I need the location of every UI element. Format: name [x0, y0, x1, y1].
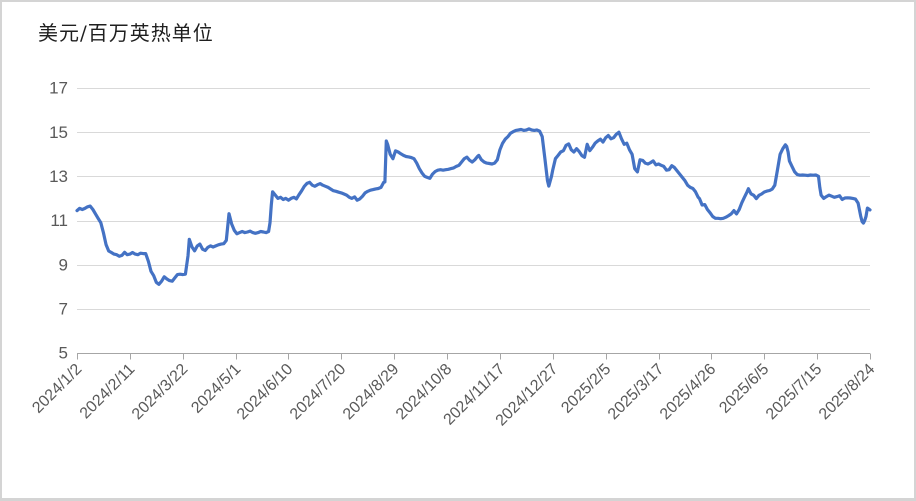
x-tick-label: 2024/1/2 — [29, 361, 85, 417]
y-tick-label: 5 — [59, 344, 68, 363]
x-axis-labels: 2024/1/22024/2/112024/3/222024/5/12024/6… — [29, 361, 878, 430]
y-tick-label: 15 — [49, 123, 68, 142]
gridlines — [77, 88, 870, 310]
chart-title: 美元/百万英热单位 — [38, 21, 214, 45]
x-tick-label: 2024/2/11 — [77, 361, 139, 423]
y-tick-label: 9 — [59, 255, 68, 274]
y-axis-labels: 5 7 9 11 13 15 17 — [49, 79, 68, 363]
x-tick-label: 2024/8/29 — [340, 361, 402, 423]
x-axis-ticks — [77, 353, 871, 360]
x-tick-label: 2025/2/5 — [558, 361, 614, 417]
x-tick-label: 2025/3/17 — [605, 361, 667, 423]
x-tick-label: 2024/3/22 — [129, 361, 191, 423]
y-tick-label: 13 — [49, 167, 68, 186]
y-tick-label: 11 — [50, 211, 68, 230]
x-tick-label: 2025/8/24 — [816, 361, 878, 423]
x-tick-label: 2025/4/26 — [657, 361, 719, 423]
x-tick-label: 2025/6/5 — [716, 361, 772, 417]
y-tick-label: 7 — [59, 299, 68, 318]
x-tick-label: 2024/6/10 — [234, 361, 296, 423]
x-tick-label: 2024/7/20 — [287, 361, 349, 423]
x-tick-label: 2025/7/15 — [763, 361, 825, 423]
price-series-line — [75, 127, 872, 286]
y-tick-label: 17 — [49, 79, 68, 98]
